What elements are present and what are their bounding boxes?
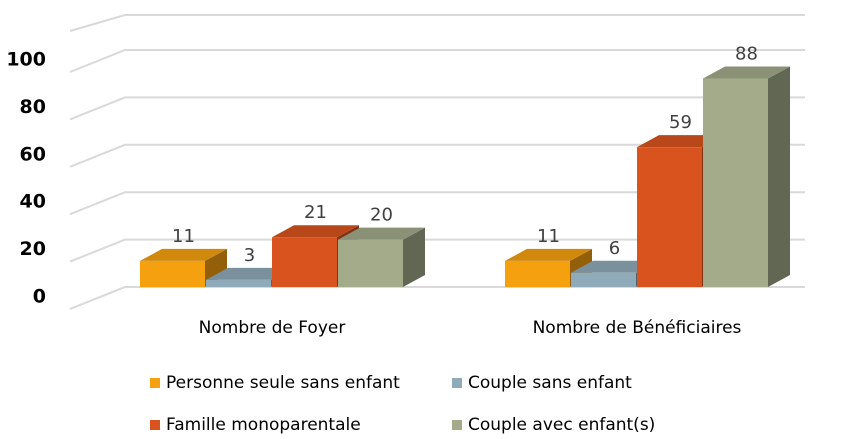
bar-top: [571, 260, 658, 273]
grid-line: [69, 238, 805, 263]
legend-label: Personne seule sans enfant: [166, 373, 400, 393]
grid-line: [69, 96, 805, 121]
legend-swatch: [150, 378, 160, 388]
x-tick-label: Nombre de Foyer: [199, 318, 346, 338]
legend-label: Famille monoparentale: [166, 415, 361, 435]
bar: [703, 66, 790, 287]
wall-top: [69, 14, 805, 32]
bar-front: [505, 260, 570, 287]
legend-label: Couple sans enfant: [468, 373, 632, 393]
value-label: 11: [172, 226, 195, 247]
grid-line: [69, 191, 805, 216]
y-tick-label: 80: [20, 96, 46, 118]
bar-top: [140, 248, 227, 261]
grid-line: [69, 49, 805, 73]
bar-top: [703, 66, 790, 79]
value-label: 20: [370, 205, 393, 226]
y-tick-label: 100: [6, 49, 46, 71]
bar-top: [206, 267, 293, 280]
value-label: 11: [537, 226, 560, 247]
value-label: 3: [244, 245, 255, 266]
y-tick-label: 20: [20, 238, 46, 260]
bar-top: [272, 225, 359, 238]
value-label: 59: [669, 112, 692, 133]
legend-label: Couple avec enfant(s): [468, 415, 655, 435]
bar-top: [505, 248, 592, 261]
bar-front: [140, 260, 205, 287]
grid-line: [69, 286, 805, 310]
legend-swatch: [452, 420, 462, 430]
value-label: 21: [304, 202, 327, 223]
grid-line: [69, 143, 805, 168]
bar-front: [272, 237, 337, 287]
y-tick-label: 0: [33, 286, 46, 308]
x-tick-label: Nombre de Bénéficiaires: [533, 318, 742, 338]
legend-swatch: [452, 378, 462, 388]
bar-side: [768, 66, 790, 287]
value-label: 88: [735, 43, 758, 64]
bar-front: [637, 147, 702, 287]
bar-front: [703, 78, 768, 287]
y-tick-label: 60: [20, 143, 46, 165]
bar-front: [338, 239, 403, 287]
floor-edge: [69, 286, 805, 310]
bar-front: [206, 279, 271, 287]
bar-front: [571, 272, 636, 287]
y-tick-label: 40: [20, 191, 46, 213]
value-label: 6: [609, 238, 620, 259]
bar: [338, 227, 425, 287]
bar-top: [338, 227, 425, 240]
bar-top: [637, 135, 724, 148]
legend-swatch: [150, 420, 160, 430]
bar-side: [403, 227, 425, 287]
